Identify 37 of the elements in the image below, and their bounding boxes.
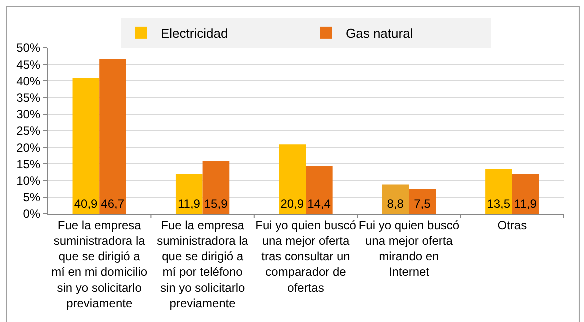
bar (486, 169, 512, 214)
bar (409, 189, 436, 214)
y-tick-label: 20% (16, 140, 41, 155)
data-label: 13,5 (487, 197, 511, 211)
data-label: 8,8 (387, 197, 404, 211)
y-tick-label: 35% (16, 91, 41, 105)
data-label: 15,9 (204, 197, 228, 211)
data-label: 20,9 (280, 197, 304, 211)
x-tick-label: Fue la empresa suministradora la que se dirigió a mí por teléfono sin yo solicitarlo previamente (157, 218, 249, 310)
bar (72, 78, 100, 214)
y-tick-label: 10% (16, 174, 41, 188)
bar (512, 174, 540, 214)
y-tick-label: 25% (16, 124, 41, 138)
y-tick-label: 45% (16, 58, 41, 72)
bar (279, 144, 306, 214)
data-label: 46,7 (101, 197, 125, 211)
x-tick-label: Fui yo quien buscó una mejor oferta mirando en Internet (358, 218, 460, 280)
legend-label: Gas natural (346, 26, 414, 42)
data-label: 11,9 (178, 197, 201, 211)
bar (306, 166, 333, 214)
data-label: 7,5 (414, 197, 432, 211)
y-tick-label: 0% (23, 207, 41, 222)
data-label: 14,4 (308, 197, 332, 211)
bar (176, 174, 203, 214)
bar (100, 58, 126, 214)
bar (202, 161, 230, 214)
x-tick-label: Fue la empresa suministradora la que se dirigió a mí en mi domicilio sin yo solicitarlo previamente (52, 218, 148, 310)
y-tick-label: 5% (23, 190, 41, 205)
y-tick-label: 50% (16, 41, 41, 56)
y-tick-label: 30% (16, 108, 41, 122)
data-label: 40,9 (74, 197, 98, 211)
y-tick-label: 15% (16, 157, 41, 172)
y-tick-label: 40% (16, 74, 41, 88)
data-label: 11,9 (514, 197, 538, 211)
x-tick-label: Fui yo quien buscó una mejor oferta tras consultar un comparador de ofertas (256, 218, 357, 295)
x-tick-label: Otras (498, 218, 528, 232)
legend-label: Electricidad (161, 26, 228, 42)
